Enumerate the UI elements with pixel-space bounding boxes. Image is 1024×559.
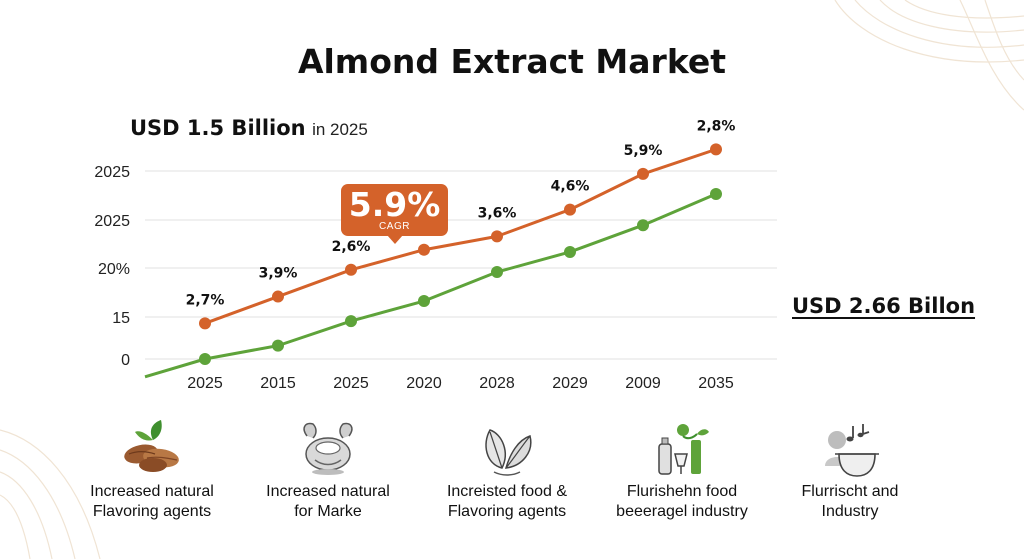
end-market-value: USD 2.66 Billon — [792, 294, 976, 318]
data-point-green — [710, 187, 722, 200]
y-tick-label: 0 — [121, 352, 130, 369]
data-point-orange — [345, 263, 357, 276]
cagr-value: 5.9% — [348, 185, 441, 224]
chart-grid — [145, 170, 777, 360]
driver-label-line2: for Marke — [294, 503, 362, 520]
data-point-orange — [418, 243, 430, 256]
data-point-orange — [637, 167, 649, 180]
driver-label-line1: Flurishehn food — [626, 483, 738, 500]
data-point-green — [272, 339, 284, 352]
y-tick-label: 20% — [98, 261, 130, 278]
data-point-orange — [710, 143, 722, 156]
data-label: 5,9% — [624, 143, 663, 159]
start-value-suffix: in 2025 — [312, 120, 368, 139]
data-label: 3,9% — [259, 266, 298, 282]
data-point-orange — [199, 317, 211, 330]
x-tick-label: 2025 — [333, 375, 369, 392]
data-point-green — [637, 219, 649, 232]
bowl-icon — [303, 422, 353, 475]
driver-item-market: Increased natural for Marke — [243, 418, 413, 522]
driver-label-line1: Increased natural — [90, 483, 214, 500]
driver-item-food-flavoring: Increisted food & Flavoring agents — [422, 418, 592, 522]
data-point-orange — [564, 203, 576, 216]
data-label: 4,6% — [551, 179, 590, 195]
x-tick-label: 2020 — [406, 375, 442, 392]
x-tick-label: 2029 — [552, 375, 588, 392]
data-point-green — [418, 295, 430, 308]
cagr-background — [341, 184, 448, 236]
driver-label-line2: Flavoring agents — [92, 503, 212, 520]
leaves-icon — [485, 429, 532, 476]
driver-label-line1: Flurrischt and — [801, 483, 899, 500]
data-label: 3,6% — [478, 205, 517, 221]
beverage-icon — [658, 424, 709, 475]
x-tick-label: 2015 — [260, 375, 296, 392]
series-line-orange — [204, 147, 717, 325]
y-tick-label: 2025 — [94, 213, 130, 230]
x-tick-label: 2028 — [479, 375, 515, 392]
kitchen-icon — [825, 424, 879, 477]
data-label: 2,6% — [332, 239, 371, 255]
chart-data-labels: 2,7% 3,9% 2,6% 3,6% 4,6% 5,9% 2,8% — [186, 118, 736, 308]
driver-label-line2: Flavoring agents — [447, 503, 567, 520]
driver-item-beverage-industry: Flurishehn food beeeragel industry — [597, 418, 767, 522]
driver-label-line2: Industry — [821, 503, 879, 520]
driver-label-line1: Increased natural — [266, 483, 390, 500]
driver-label-line1: Increisted food & — [446, 483, 568, 500]
data-point-green — [199, 353, 211, 365]
x-tick-label: 2009 — [625, 375, 661, 392]
driver-item-natural-flavoring: Increased natural Flavoring agents — [67, 418, 237, 522]
data-label: 2,7% — [186, 292, 225, 308]
start-market-value: USD 1.5 Billion in 2025 — [130, 116, 368, 140]
data-point-orange — [491, 230, 503, 243]
y-tick-label: 15 — [112, 310, 130, 327]
data-point-green — [345, 315, 357, 328]
y-tick-label: 2025 — [94, 164, 130, 181]
driver-label-line2: beeeragel industry — [616, 503, 748, 520]
cagr-label: CAGR — [379, 221, 410, 232]
data-point-green — [564, 245, 576, 258]
x-tick-label: 2035 — [698, 375, 734, 392]
x-axis-ticks: 2025 2015 2025 2020 2028 2029 2009 2035 — [187, 375, 734, 392]
driver-item-industry: Flurrischt and Industry — [765, 418, 935, 522]
data-point-orange — [272, 290, 284, 303]
data-label: 2,8% — [697, 118, 736, 134]
page-title: Almond Extract Market — [297, 42, 727, 81]
cagr-callout: 5.9% CAGR — [341, 184, 448, 244]
cagr-pointer — [387, 235, 403, 244]
start-value-amount: USD 1.5 Billion — [130, 116, 306, 140]
almond-icon — [124, 420, 179, 472]
chart-points — [199, 143, 722, 365]
data-point-green — [491, 266, 503, 279]
x-tick-label: 2025 — [187, 375, 223, 392]
y-axis-ticks: 2025 2025 20% 15 0 — [94, 164, 130, 369]
